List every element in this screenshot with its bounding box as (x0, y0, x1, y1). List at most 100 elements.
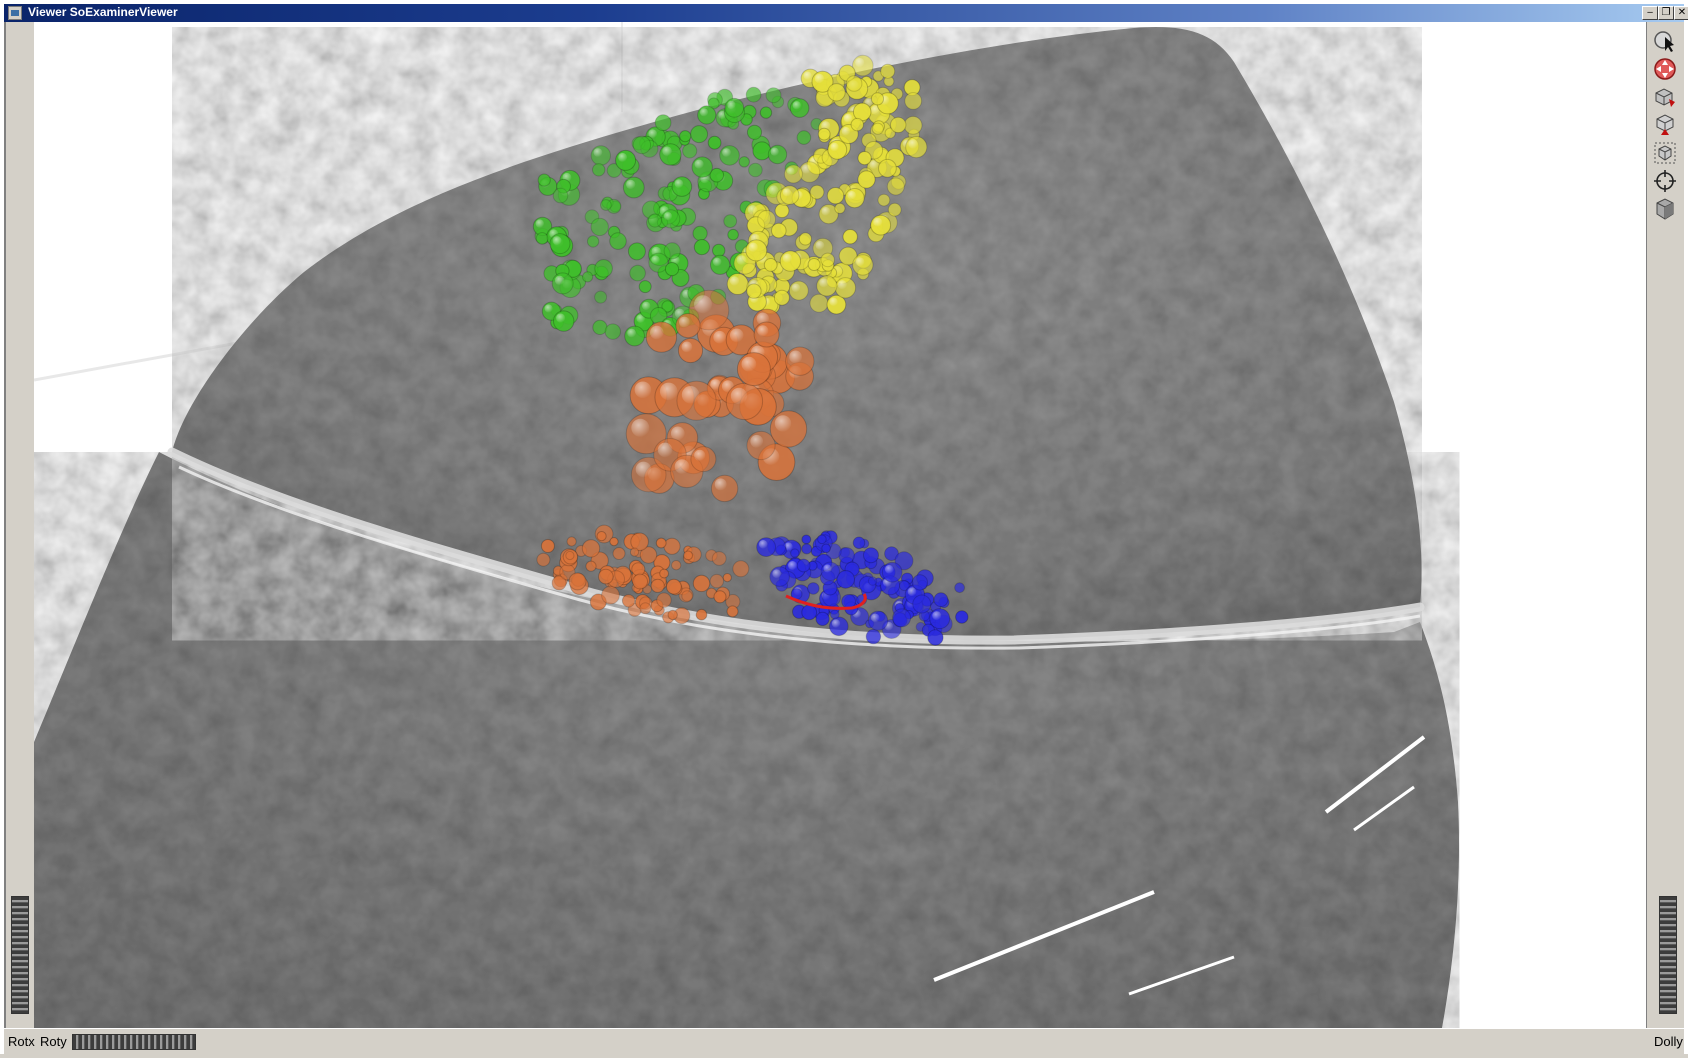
orange-region-highlight (631, 418, 650, 437)
view-mode-button[interactable] (1652, 56, 1678, 82)
yellow-region-highlight (786, 167, 795, 176)
green-region-highlight (626, 179, 636, 190)
background-artifact-line (34, 338, 255, 382)
view-all-button[interactable] (1652, 140, 1678, 166)
green-region-highlight (662, 146, 672, 156)
orange-region-highlight (635, 461, 652, 478)
yellow-region-highlight (829, 297, 838, 306)
orange-region-highlight (714, 478, 727, 491)
blue-region-cell (815, 611, 830, 627)
red-path (785, 593, 867, 610)
orange-region-highlight (694, 449, 706, 461)
green-region-cell (663, 242, 681, 260)
green-region-cell (661, 300, 674, 313)
orange-lower-region-cell (536, 552, 551, 567)
yellow-region-highlight (843, 113, 853, 123)
yellow-region-cell (809, 293, 829, 313)
yellow-region-cell (871, 122, 884, 135)
green-region-cell (537, 173, 551, 187)
orange-lower-region-cell (629, 547, 640, 557)
pick-mode-button[interactable] (1652, 28, 1678, 54)
camera-type-button[interactable] (1652, 196, 1678, 222)
yellow-region-highlight (821, 206, 831, 216)
green-region-highlight (792, 101, 801, 110)
dolly-wheel[interactable] (1659, 896, 1677, 1014)
green-region-cell (604, 323, 621, 340)
yellow-region-cell (887, 202, 902, 217)
roty-wheel[interactable] (72, 1034, 196, 1050)
blue-region-cell (884, 546, 899, 561)
title-bar[interactable]: Viewer SoExaminerViewer ‒ ❐ ✕ (4, 4, 1688, 22)
yellow-region (726, 54, 928, 315)
yellow-region-highlight (873, 217, 883, 227)
green-region-cell (627, 242, 646, 261)
yellow-region-cell (809, 184, 825, 200)
green-region-highlight (627, 328, 636, 338)
yellow-region-cell (817, 127, 831, 141)
blue-region-cell (801, 543, 813, 555)
set-home-button[interactable] (1652, 112, 1678, 138)
yellow-region-cell (771, 222, 787, 239)
rotx-label: Rotx (8, 1034, 35, 1049)
green-region-cell (632, 135, 652, 155)
blue-region-cell (801, 534, 812, 545)
yellow-region-highlight (768, 185, 779, 196)
set-home-icon (1656, 114, 1674, 135)
blue-region-highlight (870, 613, 880, 623)
seek-button[interactable] (1652, 168, 1678, 194)
app-icon[interactable] (8, 6, 22, 20)
yellow-region-cell (870, 92, 885, 106)
orange-lower-region-cell (650, 578, 665, 593)
blue-region-highlight (788, 561, 797, 570)
green-region-cell (707, 97, 720, 110)
yellow-region-highlight (869, 160, 879, 170)
3d-viewport[interactable] (34, 22, 1646, 1028)
yellow-region-highlight (801, 164, 811, 174)
home-button[interactable] (1652, 84, 1678, 110)
blue-region-cell (955, 610, 969, 624)
yellow-region-cell (852, 102, 872, 122)
green-region-cell (647, 213, 662, 228)
green-region-highlight (770, 147, 779, 156)
specular-streak (933, 890, 1155, 982)
yellow-region-cell (820, 252, 836, 268)
close-button[interactable]: ✕ (1674, 6, 1688, 20)
orange-region-highlight (757, 325, 769, 337)
yellow-region-highlight (748, 242, 758, 252)
green-region-cell (606, 163, 622, 178)
blue-region-cell (829, 609, 840, 620)
yellow-region-cell (880, 63, 896, 79)
status-bar: Rotx Roty Dolly (4, 1028, 1684, 1055)
green-region-cell (738, 156, 750, 168)
restore-button[interactable]: ❐ (1658, 6, 1674, 20)
yellow-region-cell (878, 158, 897, 178)
green-region-cell (796, 130, 812, 145)
yellow-region-cell (877, 193, 891, 207)
orange-region-highlight (634, 381, 652, 399)
yellow-region-cell (746, 283, 762, 299)
green-region-cell (690, 125, 709, 144)
yellow-region-cell (826, 187, 845, 205)
rotx-wheel[interactable] (11, 896, 29, 1014)
orange-region-highlight (729, 328, 744, 343)
minimize-button[interactable]: ‒ (1642, 6, 1658, 20)
orange-region-highlight (774, 415, 792, 432)
green-region-highlight (722, 148, 731, 157)
orange-lower-region-cell (609, 537, 619, 547)
orange-region-highlight (679, 316, 690, 328)
lower-tissue-block (34, 452, 1460, 1028)
blue-region-highlight (907, 587, 917, 597)
green-region-cell (594, 259, 613, 278)
green-region-cell (727, 228, 739, 241)
green-region-cell (748, 162, 763, 178)
green-region-cell (709, 167, 725, 183)
blue-region-cell (911, 574, 929, 591)
green-region-cell (592, 163, 606, 177)
blue-region-cell (894, 551, 914, 571)
orange-lower-region-cell (540, 539, 555, 553)
yellow-region-highlight (782, 253, 792, 263)
green-region-cell (600, 199, 612, 211)
orange-region-highlight (681, 341, 693, 353)
yellow-region-highlight (855, 57, 865, 68)
orange-lower-region-cell (568, 572, 587, 591)
